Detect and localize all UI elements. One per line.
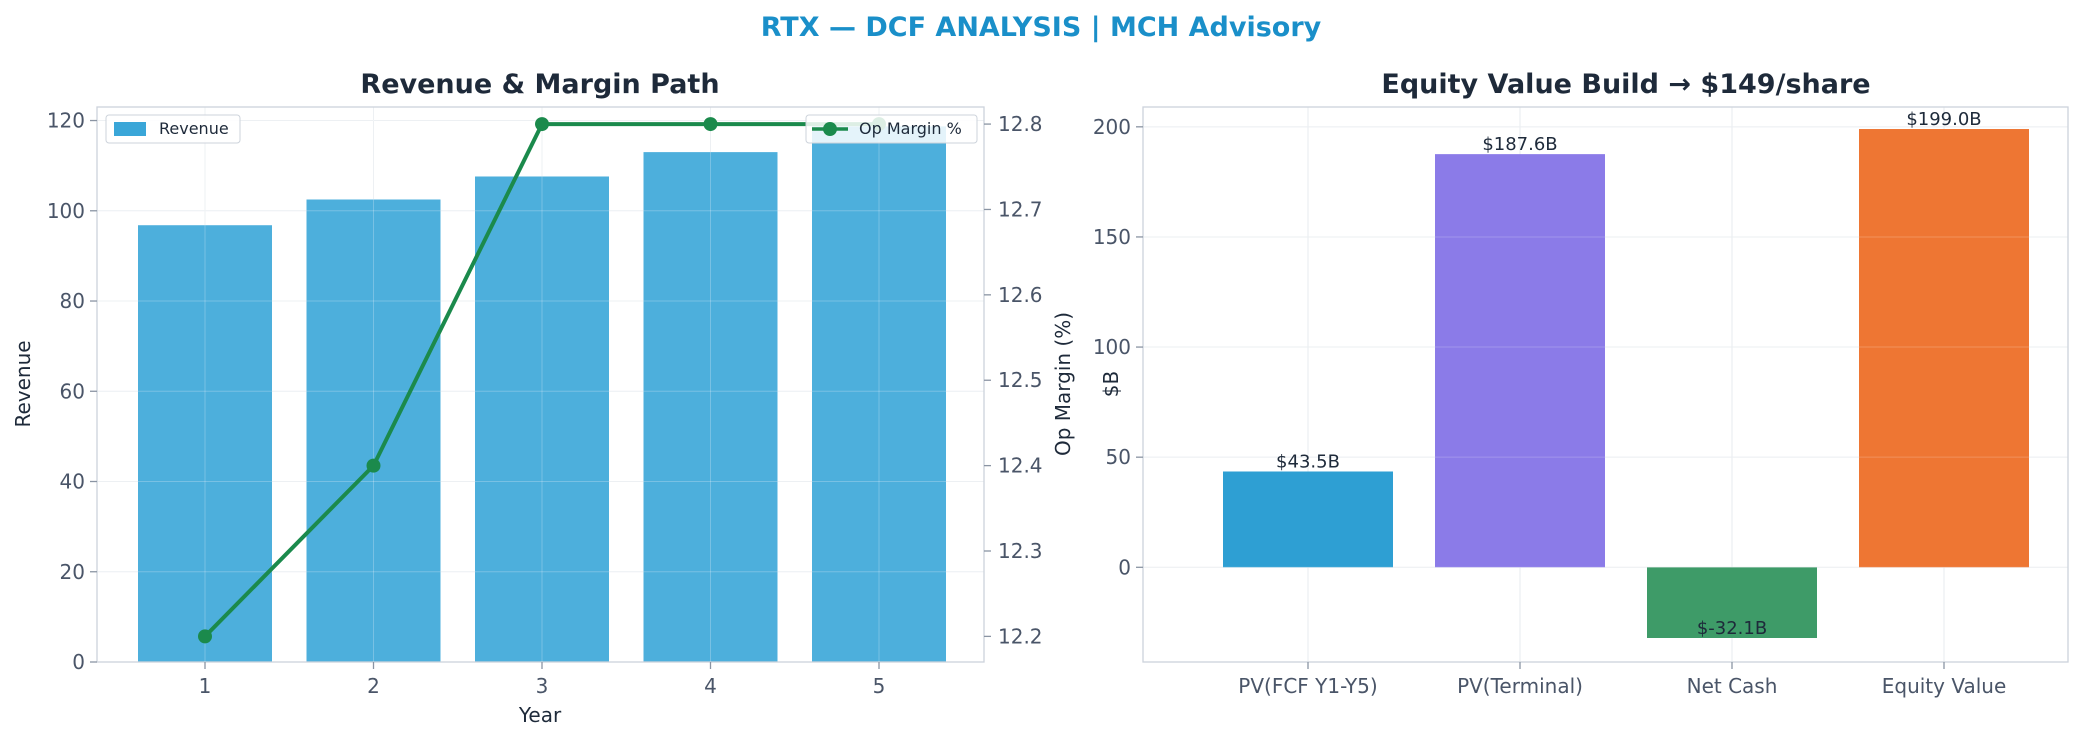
legend-label-op-margin: Op Margin % bbox=[859, 119, 962, 138]
chart2-title: Equity Value Build → $149/share bbox=[1381, 69, 1870, 100]
x-tick-label: 4 bbox=[704, 674, 717, 698]
y2-tick-label: 12.3 bbox=[998, 539, 1043, 563]
chart1-title: Revenue & Margin Path bbox=[360, 69, 719, 100]
y2-tick-label: 12.6 bbox=[998, 283, 1043, 307]
x-tick-label: PV(Terminal) bbox=[1457, 674, 1583, 698]
y2-tick-label: 12.4 bbox=[998, 454, 1043, 478]
chart2-x-axis: PV(FCF Y1-Y5) PV(Terminal) Net Cash Equity … bbox=[1238, 662, 2006, 698]
y-tick-label: 50 bbox=[1106, 445, 1131, 469]
y2-tick-label: 12.8 bbox=[998, 112, 1043, 136]
revenue-bar bbox=[306, 199, 441, 662]
y-tick-label: 0 bbox=[72, 650, 85, 674]
y-tick-label: 80 bbox=[60, 289, 85, 313]
chart1-y2-axis-label: Op Margin (%) bbox=[1051, 312, 1075, 456]
x-tick-label: 2 bbox=[367, 674, 380, 698]
equity-value-chart: $43.5B $187.6B $-32.1B $199.0B 0 50 100 150 200… bbox=[1093, 69, 2069, 698]
y-tick-label: 100 bbox=[1093, 335, 1131, 359]
revenue-bar bbox=[643, 152, 778, 662]
chart1-x-axis: 1 2 3 4 5 bbox=[199, 662, 886, 698]
legend-box bbox=[805, 114, 978, 144]
chart1-y-axis-label: Revenue bbox=[11, 340, 35, 427]
y-tick-label: 0 bbox=[1118, 555, 1131, 579]
chart2-plot-frame bbox=[1142, 106, 2069, 663]
x-tick-label: 3 bbox=[536, 674, 549, 698]
chart2-data-labels: $43.5B $187.6B $-32.1B $199.0B bbox=[1276, 109, 1982, 639]
y-tick-label: 200 bbox=[1093, 115, 1131, 139]
chart1-x-axis-label: Year bbox=[518, 703, 562, 727]
y-tick-label: 60 bbox=[60, 379, 85, 403]
y-tick-label: 20 bbox=[60, 560, 85, 584]
legend-swatch-revenue bbox=[114, 122, 146, 136]
chart1-right-axis: 12.2 12.3 12.4 12.5 12.6 12.7 12.8 bbox=[984, 112, 1043, 648]
bar-data-label: $43.5B bbox=[1276, 451, 1340, 472]
value-bar bbox=[1859, 129, 2029, 568]
x-tick-label: Equity Value bbox=[1882, 674, 2007, 698]
op-margin-point bbox=[366, 458, 381, 473]
value-bar bbox=[1435, 154, 1605, 568]
y-tick-label: 150 bbox=[1093, 225, 1131, 249]
x-tick-label: 1 bbox=[199, 674, 212, 698]
chart1-legend-revenue: Revenue bbox=[105, 114, 241, 144]
x-tick-label: 5 bbox=[873, 674, 886, 698]
chart2-bars bbox=[1143, 126, 2068, 638]
revenue-bar bbox=[475, 176, 609, 663]
legend-marker-op-margin bbox=[823, 122, 837, 136]
op-margin-point bbox=[535, 117, 549, 132]
y2-tick-label: 12.5 bbox=[998, 368, 1043, 392]
value-bar bbox=[1647, 567, 1817, 638]
chart1-revenue-bars bbox=[97, 107, 984, 663]
revenue-bar bbox=[812, 126, 946, 662]
op-margin-point bbox=[703, 117, 718, 132]
revenue-margin-chart: 0 20 40 60 80 100 120 12.2 12.3 12.4 12.5 12.6 12.7… bbox=[11, 69, 1075, 727]
figure-suptitle: RTX — DCF ANALYSIS | MCH Advisory bbox=[761, 12, 1322, 43]
y-tick-label: 100 bbox=[47, 199, 85, 223]
y2-tick-label: 12.7 bbox=[998, 197, 1043, 221]
x-tick-label: Net Cash bbox=[1687, 674, 1778, 698]
bar-data-label: $-32.1B bbox=[1697, 618, 1767, 639]
chart1-legend-op-margin: Op Margin % bbox=[805, 114, 978, 144]
op-margin-point bbox=[198, 629, 212, 644]
y-tick-label: 120 bbox=[47, 109, 85, 133]
chart1-left-axis: 0 20 40 60 80 100 120 bbox=[47, 109, 97, 674]
chart2-y-axis-label: $B bbox=[1099, 371, 1123, 397]
y-tick-label: 40 bbox=[60, 470, 85, 494]
bar-data-label: $187.6B bbox=[1482, 134, 1557, 155]
bar-data-label: $199.0B bbox=[1906, 109, 1981, 130]
chart1-plot-frame bbox=[96, 106, 985, 663]
chart2-y-axis: 0 50 100 150 200 bbox=[1093, 115, 1143, 579]
value-bar bbox=[1223, 471, 1393, 568]
legend-label-revenue: Revenue bbox=[159, 119, 229, 138]
y2-tick-label: 12.2 bbox=[998, 624, 1043, 648]
x-tick-label: PV(FCF Y1-Y5) bbox=[1238, 674, 1377, 698]
